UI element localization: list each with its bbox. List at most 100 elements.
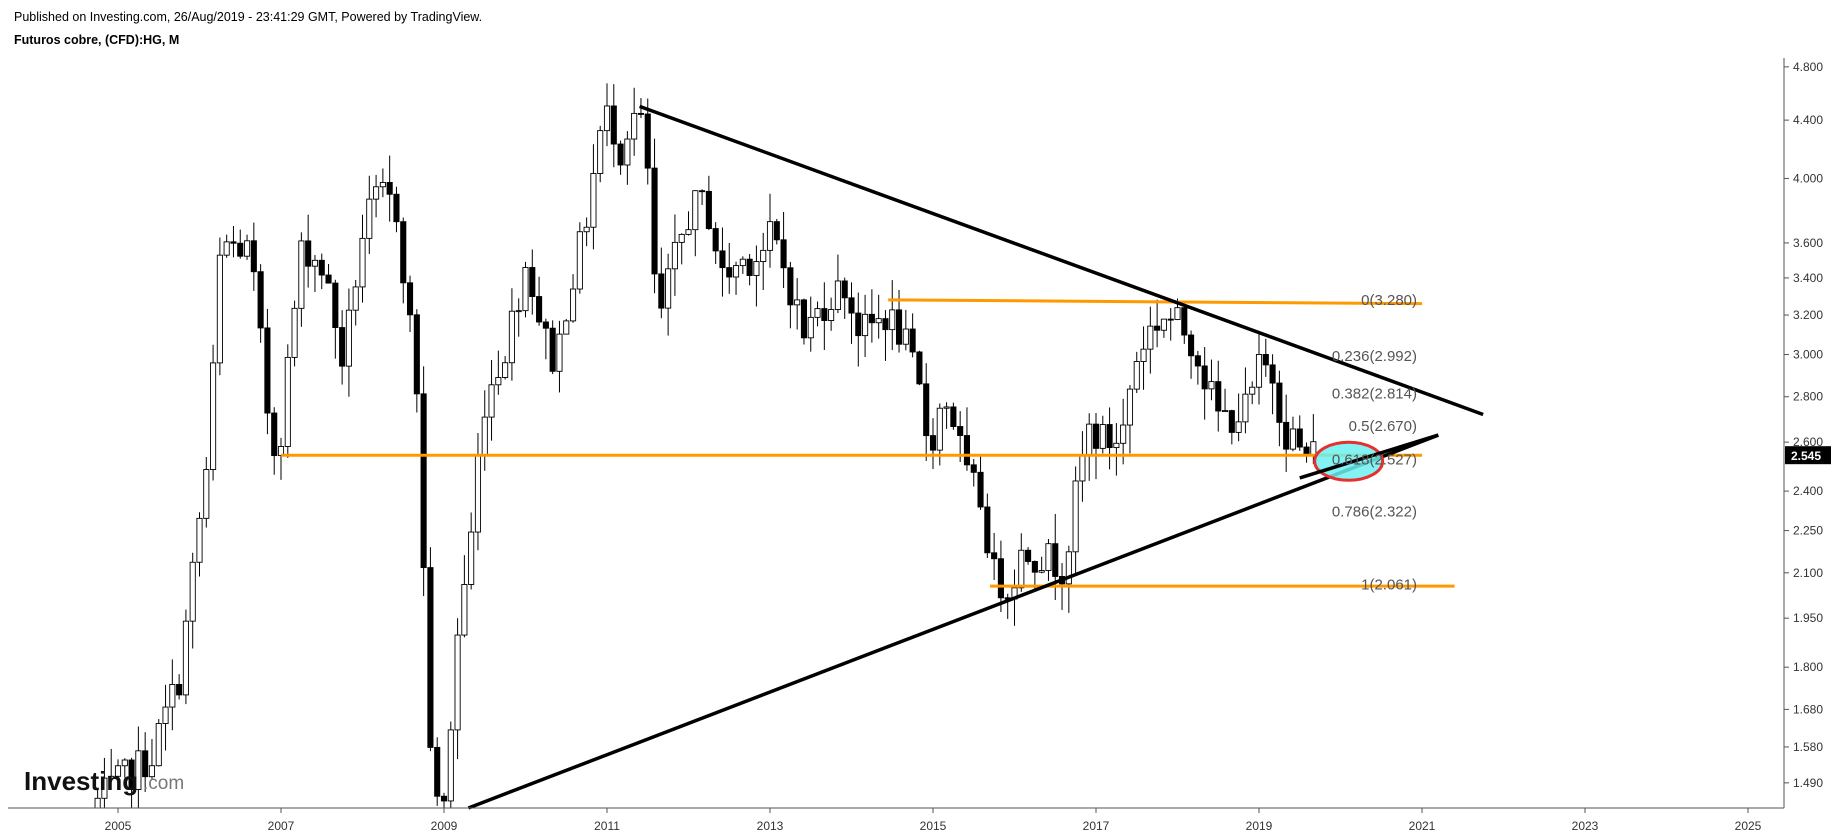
candle-body (393, 193, 400, 223)
y-tick-label: 3.000 (1793, 348, 1823, 362)
y-tick-label: 2.250 (1793, 524, 1823, 538)
x-tick-label: 2011 (594, 819, 620, 833)
candle-body (1092, 423, 1100, 449)
candles-layer (94, 83, 1317, 809)
trendline (467, 433, 1439, 810)
fibonacci-labels: 0(3.280) 0.236(2.992) 0.382(2.814) 0.5(2.67… (1332, 292, 1417, 593)
candle-body (406, 282, 414, 316)
fib-label: 0.5(2.670) (1349, 418, 1417, 435)
candle-body (597, 130, 604, 174)
candle-body (1160, 318, 1167, 331)
candle-body (671, 241, 678, 270)
candle-body (1031, 561, 1038, 573)
candle-body (1249, 386, 1256, 395)
candle-body (556, 333, 563, 372)
candle-body (902, 328, 909, 345)
candle-body (807, 316, 814, 339)
x-tick-label: 2021 (1409, 819, 1436, 833)
candle-body (332, 282, 339, 329)
published-caption: Published on Investing.com, 26/Aug/2019 … (14, 10, 483, 24)
candle-body (1045, 543, 1052, 571)
candle-body (1201, 365, 1208, 390)
candle-body (468, 531, 475, 585)
candle-body (216, 254, 223, 364)
x-tick-label: 2007 (268, 819, 295, 833)
candle-body (495, 377, 502, 386)
candle-body (821, 308, 828, 321)
candle-body (318, 259, 325, 276)
candle-body (800, 299, 808, 339)
candle-body (624, 138, 631, 166)
candle-body (502, 362, 509, 378)
candle-body (1208, 381, 1215, 390)
candle-body (121, 759, 128, 767)
candle-body (386, 182, 393, 195)
candle-body (1065, 551, 1072, 585)
candle-body (447, 729, 454, 802)
candle-body (1126, 388, 1134, 426)
candle-body (658, 273, 665, 309)
candle-body (895, 309, 903, 345)
candle-body (203, 469, 210, 519)
candle-body (862, 313, 869, 337)
x-tick-label: 2009 (431, 819, 458, 833)
fib-label: 0(3.280) (1361, 292, 1417, 309)
x-tick-label: 2025 (1735, 819, 1762, 833)
candle-body (997, 558, 1004, 599)
last-price-bg (1785, 446, 1831, 465)
candle-body (868, 313, 875, 324)
candle-body (773, 221, 780, 241)
y-tick-label: 2.800 (1793, 390, 1823, 404)
candle-body (1113, 442, 1120, 449)
candle-body (223, 241, 230, 256)
candle-body (305, 240, 312, 267)
candle-body (94, 797, 101, 809)
trendline (638, 104, 1484, 417)
candle-body (1099, 424, 1106, 449)
fib-label: 0.236(2.992) (1332, 348, 1417, 365)
candle-body (169, 684, 176, 708)
candle-body (1188, 334, 1195, 357)
candle-body (780, 239, 787, 269)
candle-body (1018, 549, 1025, 589)
candle-body (339, 327, 346, 367)
candle-body (705, 190, 712, 230)
candle-body (1289, 428, 1297, 450)
x-tick-label: 2023 (1572, 819, 1599, 833)
candle-body (732, 265, 740, 278)
candle-body (284, 356, 291, 447)
candle-body (1086, 423, 1093, 457)
candle-body (1283, 421, 1290, 450)
candle-body (1194, 355, 1201, 367)
candle-body (665, 268, 672, 309)
candle-body (970, 464, 977, 473)
candle-body (610, 105, 617, 145)
candle-body (1147, 325, 1154, 350)
candle-body (760, 249, 767, 263)
candle-body (373, 186, 380, 200)
candle-body (352, 286, 359, 311)
candle-body (366, 198, 373, 239)
trendline-overlay (1299, 433, 1439, 480)
y-tick-label: 2.600 (1793, 435, 1823, 449)
candle-body (875, 318, 882, 324)
candle-body (984, 506, 991, 554)
candle-body (1310, 441, 1317, 455)
candle-body (440, 795, 448, 802)
candle-body (176, 684, 183, 696)
candle-body (991, 552, 998, 560)
candle-body (155, 723, 162, 767)
candle-body (271, 412, 278, 457)
candle-body (848, 297, 855, 314)
candle-body (237, 242, 244, 257)
fib-label: 0.382(2.814) (1332, 386, 1417, 403)
y-tick-label: 1.950 (1793, 611, 1823, 625)
candle-body (1303, 446, 1310, 455)
candle-body (1181, 307, 1188, 336)
candle-body (644, 113, 651, 169)
candle-body (794, 299, 801, 306)
y-tick-label: 3.200 (1793, 308, 1823, 322)
candle-body (651, 167, 658, 275)
candle-body (909, 328, 916, 353)
